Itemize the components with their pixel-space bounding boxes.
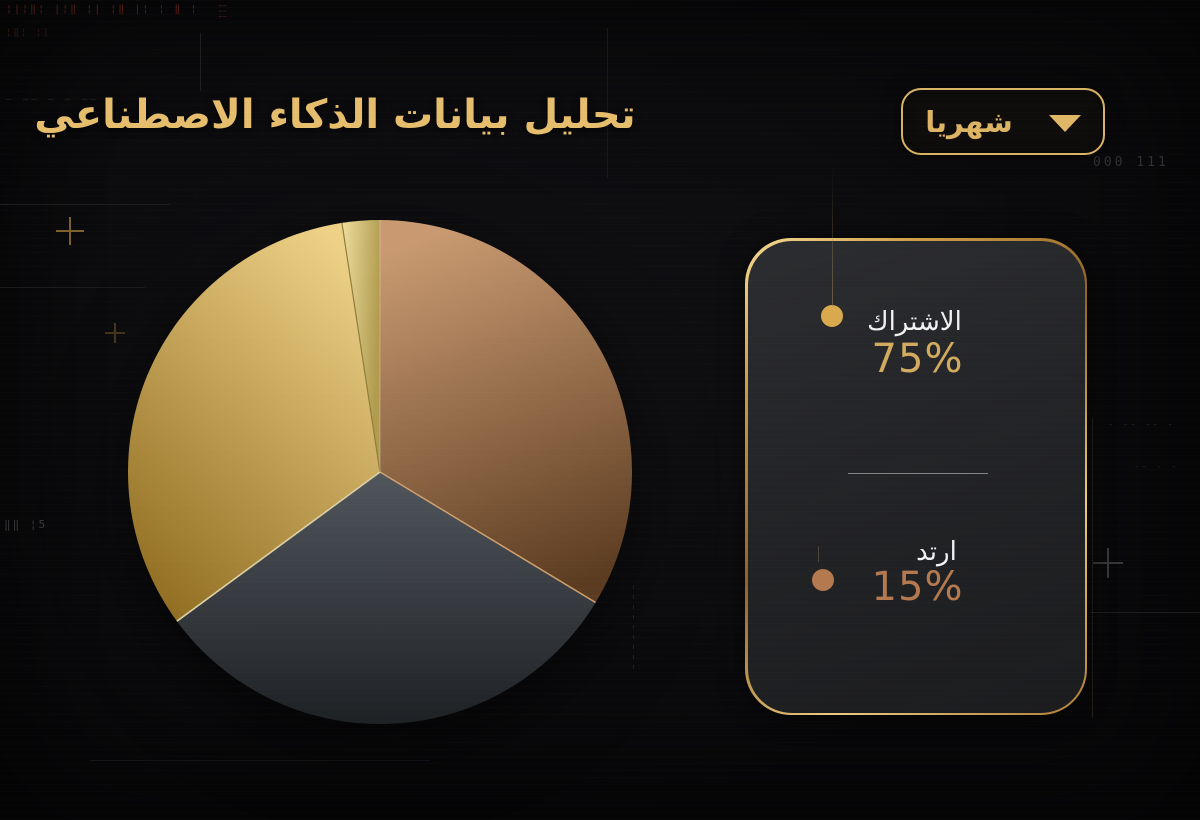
decor-line [200,33,201,91]
legend-card: الاشتراك 75% ارتد 15% [747,240,1085,713]
decor-line [633,585,634,675]
decor-line [0,287,145,288]
decor-connector-line [832,168,833,307]
decor-glyphs: ‖‖ ¦5 [4,518,48,531]
pie-divider-line [379,471,597,604]
period-dropdown-label: شهريا [925,104,1013,139]
decor-dashes: ‐ ‐‐ ‐‐ ‐ [1108,420,1175,430]
decor-line [0,204,170,205]
decor-dashes: ‐‐ ‐ ‐ [1134,462,1179,472]
plus-icon [1093,548,1123,578]
legend-label-bounce: ارتد [916,536,957,567]
decor-connector-line [818,546,819,562]
page-title-container: تحليل بيانات الذكاء الاصطناعي [34,84,635,146]
pie-divider-line [176,471,381,622]
legend-value-bounce: 15% [871,563,964,610]
pie-divider-line [341,222,381,473]
decor-dashes: – –– – – –– – [6,95,116,105]
pie-slice-gold [127,222,381,622]
legend-dot-subscribe-icon [820,304,843,327]
decor-line [1092,418,1093,718]
legend-dot-bounce-icon [811,568,834,591]
pie-svg [127,220,633,725]
decor-line [1090,612,1200,613]
plus-icon [105,323,125,343]
decor-corner-marks: ¦|¦‖¦ |¦‖ ¦| ¦‖ |¦ ¦ ‖ ¦ [6,4,199,15]
pie-slice-charcoal [176,472,596,725]
chevron-down-icon [1048,115,1081,132]
page-title: تحليل بيانات الذكاء الاصطناعي [34,92,636,138]
decor-corner-marks: ¦‖¦ ¦| [6,28,51,38]
plus-icon [56,217,84,245]
legend-card-border: الاشتراك 75% ارتد 15% [745,238,1087,715]
period-dropdown-button[interactable]: شهريا [901,88,1105,155]
decor-line [90,760,430,761]
legend-divider [847,472,988,474]
decor-corner-marks: ¦¦¦ [217,3,227,20]
legend-label-subscribe: الاشتراك [867,306,962,337]
decor-line [607,28,608,178]
legend-value-subscribe: 75% [871,335,964,382]
decor-binary-text: 000 111 [1093,155,1169,170]
pie-chart [122,214,638,730]
pie-slice-bronze [380,220,633,603]
